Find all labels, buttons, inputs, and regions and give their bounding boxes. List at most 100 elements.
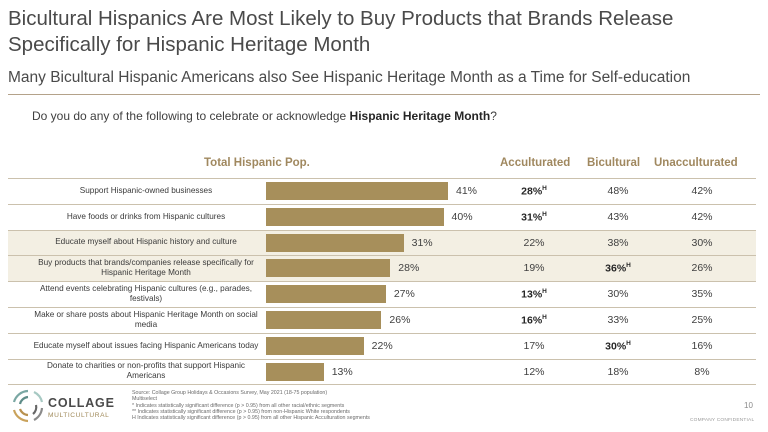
title-divider <box>8 94 760 95</box>
source-note: Source: Collage Group Holidays & Occasio… <box>132 390 328 396</box>
segment-value-cell: 30%H <box>583 340 653 353</box>
significance-marker: H <box>542 185 547 192</box>
row-divider <box>8 229 756 231</box>
category-label: Educate myself about Hispanic history an… <box>55 237 237 247</box>
bar-value-label: 27% <box>393 288 415 301</box>
segment-value: 17% <box>523 339 545 352</box>
segment-value-cell: 38% <box>583 237 653 249</box>
footnote-3: H Indicates statistically significant di… <box>132 415 370 422</box>
segment-value: 26% <box>691 262 713 275</box>
significance-marker: H <box>542 210 547 218</box>
segment-value-cell: 19% <box>499 262 569 274</box>
bar-value-label: 26% <box>389 313 411 326</box>
segment-value: 8% <box>694 365 710 378</box>
segment-value-cell: 42% <box>667 211 737 223</box>
bar-value-label: 28% <box>398 262 420 275</box>
significance-marker: H <box>542 314 547 321</box>
row-divider <box>8 384 756 386</box>
segment-value: 38% <box>607 236 629 249</box>
segment-value-cell: 33% <box>583 314 653 326</box>
question-prefix: Do you do any of the following to celebr… <box>32 109 350 123</box>
segment-value: 35% <box>691 288 713 301</box>
segment-value: 12% <box>523 365 545 378</box>
segment-value: 16% <box>691 339 713 352</box>
segment-value-cell: 12% <box>499 366 569 378</box>
segment-value-cell: 28%H <box>499 185 569 198</box>
logo-mark-icon <box>12 389 44 423</box>
segment-value: 28% <box>521 185 543 198</box>
segment-value: 30% <box>691 236 713 249</box>
segment-value: 18% <box>607 365 629 378</box>
significance-marker: H <box>626 339 631 347</box>
logo-tagline: MULTICULTURAL <box>48 412 109 419</box>
survey-question: Do you do any of the following to celebr… <box>32 109 752 123</box>
segment-value: 19% <box>523 262 545 275</box>
segment-value-cell: 30% <box>583 288 653 300</box>
row-divider <box>8 255 756 257</box>
logo-wordmark: COLLAGE <box>48 396 115 410</box>
segment-value-cell: 43% <box>583 211 653 223</box>
row-divider <box>8 203 756 205</box>
category-label: Support Hispanic-owned businesses <box>79 185 213 195</box>
row-divider <box>8 358 756 360</box>
segment-value-cell: 18% <box>583 366 653 378</box>
segment-value-cell: 8% <box>667 366 737 378</box>
bar-value-label: 41% <box>456 184 478 197</box>
page-subtitle: Many Bicultural Hispanic Americans also … <box>8 69 691 86</box>
segment-value-cell: 48% <box>583 185 653 197</box>
bar <box>266 285 386 304</box>
footnotes: Source: Collage Group Holidays & Occasio… <box>132 390 552 421</box>
bar <box>266 336 364 355</box>
segment-value: 30% <box>607 288 629 301</box>
row-divider <box>8 332 756 334</box>
bar <box>266 207 444 226</box>
column-header-bicultural: Bicultural <box>587 157 641 169</box>
collage-logo: COLLAGE MULTICULTURAL <box>12 389 115 423</box>
row-divider <box>8 281 756 283</box>
segment-value-cell: 36%H <box>583 262 653 275</box>
category-label: Donate to charities or non-profits that … <box>47 361 245 381</box>
footnote-1: * Indicates statistically significant di… <box>132 402 345 409</box>
confidential-label: COMPANY CONFIDENTIAL <box>690 418 755 423</box>
category-label: Make or share posts about Hispanic Herit… <box>34 309 258 329</box>
segment-value-cell: 35% <box>667 288 737 300</box>
bar <box>266 310 382 329</box>
segment-value-cell: 16% <box>667 340 737 352</box>
multiselect-note: Multiselect <box>132 396 158 403</box>
segment-value-cell: 26% <box>667 262 737 274</box>
bar <box>266 233 404 252</box>
segment-value-cell: 42% <box>667 185 737 197</box>
page-number: 10 <box>744 401 753 410</box>
footnote-2: ** Indicates statistically significant d… <box>132 408 350 415</box>
column-header-unacculturated: Unacculturated <box>654 157 738 169</box>
significance-marker: H <box>626 262 631 270</box>
significance-marker: H <box>542 288 547 296</box>
chart-title: Total Hispanic Pop. <box>204 157 310 169</box>
row-divider <box>8 307 756 308</box>
segment-value: 25% <box>691 314 713 326</box>
bar-value-label: 40% <box>451 210 473 223</box>
segment-value: 16% <box>521 314 543 327</box>
segment-value: 33% <box>607 314 629 326</box>
segment-value: 42% <box>691 185 713 197</box>
segment-value: 43% <box>607 210 629 223</box>
category-label: Have foods or drinks from Hispanic cultu… <box>66 211 226 221</box>
bar-value-label: 22% <box>371 339 393 352</box>
segment-value-cell: 22% <box>499 237 569 249</box>
bar-value-label: 31% <box>411 236 433 249</box>
segment-value: 36% <box>605 262 627 275</box>
bar <box>266 181 448 200</box>
segment-value-cell: 16%H <box>499 314 569 327</box>
segment-value: 48% <box>607 185 629 197</box>
bar <box>266 259 391 278</box>
column-header-acculturated: Acculturated <box>500 157 571 169</box>
category-label: Attend events celebrating Hispanic cultu… <box>39 284 253 304</box>
bar-value-label: 13% <box>331 365 353 378</box>
row-divider <box>8 178 756 179</box>
segment-value-cell: 13%H <box>499 288 569 301</box>
segment-value: 22% <box>523 236 545 249</box>
segment-value-cell: 17% <box>499 340 569 352</box>
question-suffix: ? <box>490 109 497 123</box>
segment-value-cell: 30% <box>667 237 737 249</box>
segment-value-cell: 31%H <box>499 211 569 224</box>
